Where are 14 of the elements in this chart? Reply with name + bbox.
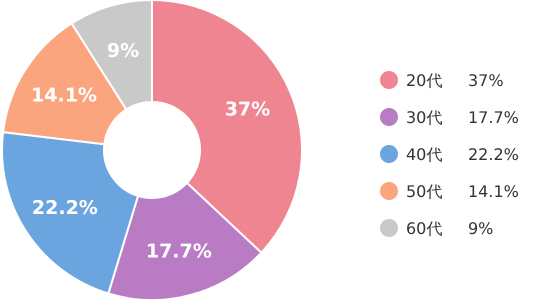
legend-label: 60代: [406, 219, 442, 238]
data-label: 22.2%: [32, 196, 98, 219]
legend-label: 20代: [406, 71, 442, 90]
text: 17.7%: [468, 108, 519, 127]
legend-label: 40代: [406, 145, 442, 164]
text: 22.2%: [468, 145, 519, 164]
text: 9%: [468, 219, 494, 238]
text: 37%: [468, 71, 504, 90]
data-label: 37%: [224, 98, 270, 121]
data-label: 14.1%: [31, 84, 97, 107]
text: 14.1%: [468, 182, 519, 201]
legend-label: 50代: [406, 182, 442, 201]
data-label: 17.7%: [146, 240, 212, 262]
legend-label: 30代: [406, 108, 442, 127]
